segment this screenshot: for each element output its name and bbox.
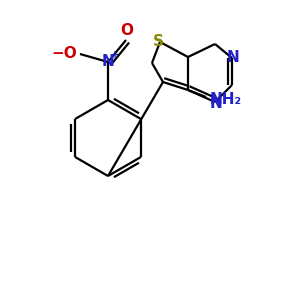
Text: +: +	[111, 50, 119, 60]
Text: N: N	[102, 55, 114, 70]
Text: O: O	[121, 23, 134, 38]
Text: −O: −O	[51, 46, 77, 62]
Text: S: S	[152, 34, 164, 49]
Text: NH₂: NH₂	[210, 92, 242, 107]
Text: N: N	[210, 95, 222, 110]
Text: N: N	[226, 50, 239, 64]
